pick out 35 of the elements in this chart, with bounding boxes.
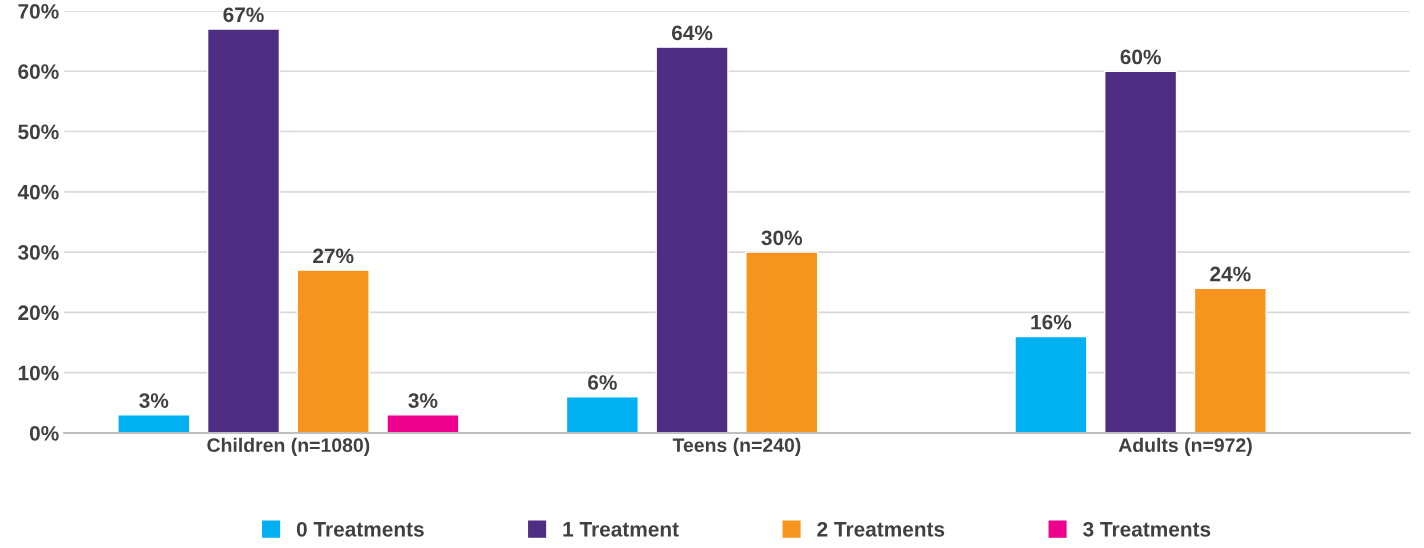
legend-label: 0 Treatments	[296, 521, 424, 537]
y-tick-label: 10%	[18, 365, 59, 381]
y-tick-label: 50%	[18, 124, 59, 140]
legend-label: 3 Treatments	[1083, 521, 1211, 537]
data-label: 27%	[313, 248, 354, 264]
data-label: 3%	[139, 393, 169, 408]
y-tick-label: 70%	[18, 3, 59, 19]
data-label: 16%	[1031, 314, 1072, 330]
y-tick-label: 30%	[18, 245, 59, 260]
x-tick-label: Children (n=1080)	[207, 437, 370, 456]
data-label: 60%	[1120, 49, 1161, 65]
data-label: 3%	[408, 393, 438, 408]
bar	[565, 396, 639, 433]
bar	[655, 46, 729, 433]
bar	[386, 414, 460, 433]
bar	[117, 414, 191, 433]
x-tick-label: Teens (n=240)	[672, 437, 801, 456]
bar	[1193, 287, 1267, 433]
bar	[745, 251, 819, 433]
data-label: 24%	[1210, 266, 1251, 282]
legend-label: 1 Treatment	[563, 522, 679, 537]
bar	[1104, 70, 1178, 433]
x-tick-label: Adults (n=972)	[1118, 437, 1252, 456]
data-label: 67%	[223, 7, 264, 23]
legend-label: 2 Treatments	[817, 521, 945, 537]
y-tick-label: 20%	[18, 305, 59, 321]
y-tick-label: 0%	[29, 425, 59, 441]
data-label: 30%	[761, 230, 803, 246]
y-tick-label: 60%	[18, 64, 59, 79]
data-label: 64%	[671, 25, 713, 41]
data-label: 6%	[588, 375, 617, 390]
bar	[1014, 335, 1088, 433]
bar	[206, 28, 281, 433]
bar	[296, 269, 370, 433]
y-tick-label: 40%	[17, 184, 59, 200]
